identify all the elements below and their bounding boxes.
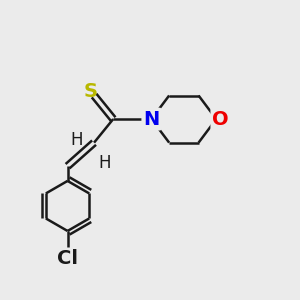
Text: H: H: [70, 131, 82, 149]
Text: O: O: [212, 110, 229, 129]
Text: S: S: [84, 82, 98, 100]
Text: Cl: Cl: [57, 249, 78, 268]
Text: N: N: [143, 110, 160, 129]
Text: H: H: [98, 154, 111, 172]
